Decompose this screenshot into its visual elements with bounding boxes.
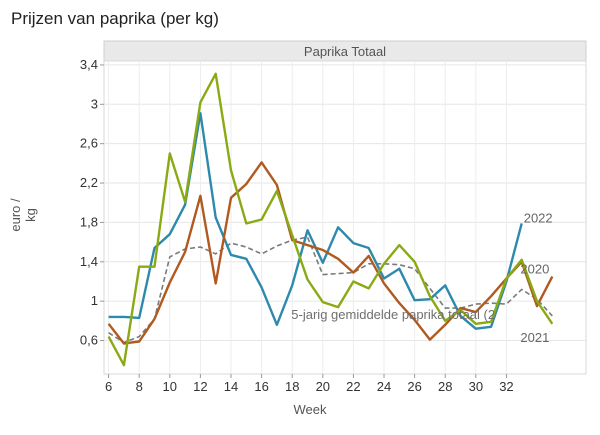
x-tick-label: 14 xyxy=(224,379,238,394)
series-line-2021 xyxy=(107,72,554,367)
facet-title: Paprika Totaal xyxy=(304,44,386,59)
x-tick-label: 24 xyxy=(377,379,391,394)
x-axis: 6 8 10 12 14 16 18 20 22 24 26 28 30 32 xyxy=(105,374,514,394)
y-tick-label: 1,8 xyxy=(80,214,98,229)
x-axis-label: Week xyxy=(293,402,327,417)
y-tick-label: 3 xyxy=(91,96,98,111)
x-tick-label: 26 xyxy=(407,379,421,394)
x-tick-label: 18 xyxy=(285,379,299,394)
series-label-five-year-average: 5-jarig gemiddelde paprika totaal (2 xyxy=(291,307,495,322)
y-tick-label: 2,2 xyxy=(80,175,98,190)
series-label-2022: 2022 xyxy=(524,210,553,225)
series-label-2020: 2020 xyxy=(520,262,549,277)
x-tick-label: 28 xyxy=(438,379,452,394)
y-tick-label: 1,4 xyxy=(80,254,98,269)
y-tick-label: 1 xyxy=(91,293,98,308)
x-tick-label: 20 xyxy=(316,379,330,394)
x-tick-label: 10 xyxy=(163,379,177,394)
page-title: Prijzen van paprika (per kg) xyxy=(11,9,219,28)
plot-area xyxy=(103,60,587,375)
x-tick-label: 12 xyxy=(193,379,207,394)
y-axis: 0,6 1 1,4 1,8 2,2 2,6 3 3,4 xyxy=(80,57,104,348)
x-tick-label: 22 xyxy=(346,379,360,394)
series-lines xyxy=(107,72,554,367)
x-tick-label: 32 xyxy=(499,379,513,394)
x-tick-label: 30 xyxy=(469,379,483,394)
series-line-five-year-average xyxy=(108,236,553,344)
y-tick-label: 2,6 xyxy=(80,136,98,151)
series-line-2020 xyxy=(107,161,554,345)
series-label-2021: 2021 xyxy=(520,330,549,345)
x-tick-label: 6 xyxy=(105,379,112,394)
x-tick-label: 16 xyxy=(254,379,268,394)
series-labels: 5-jarig gemiddelde paprika totaal (2 2022… xyxy=(291,210,552,344)
y-tick-label: 0,6 xyxy=(80,333,98,348)
y-tick-label: 3,4 xyxy=(80,57,98,72)
x-tick-label: 8 xyxy=(136,379,143,394)
